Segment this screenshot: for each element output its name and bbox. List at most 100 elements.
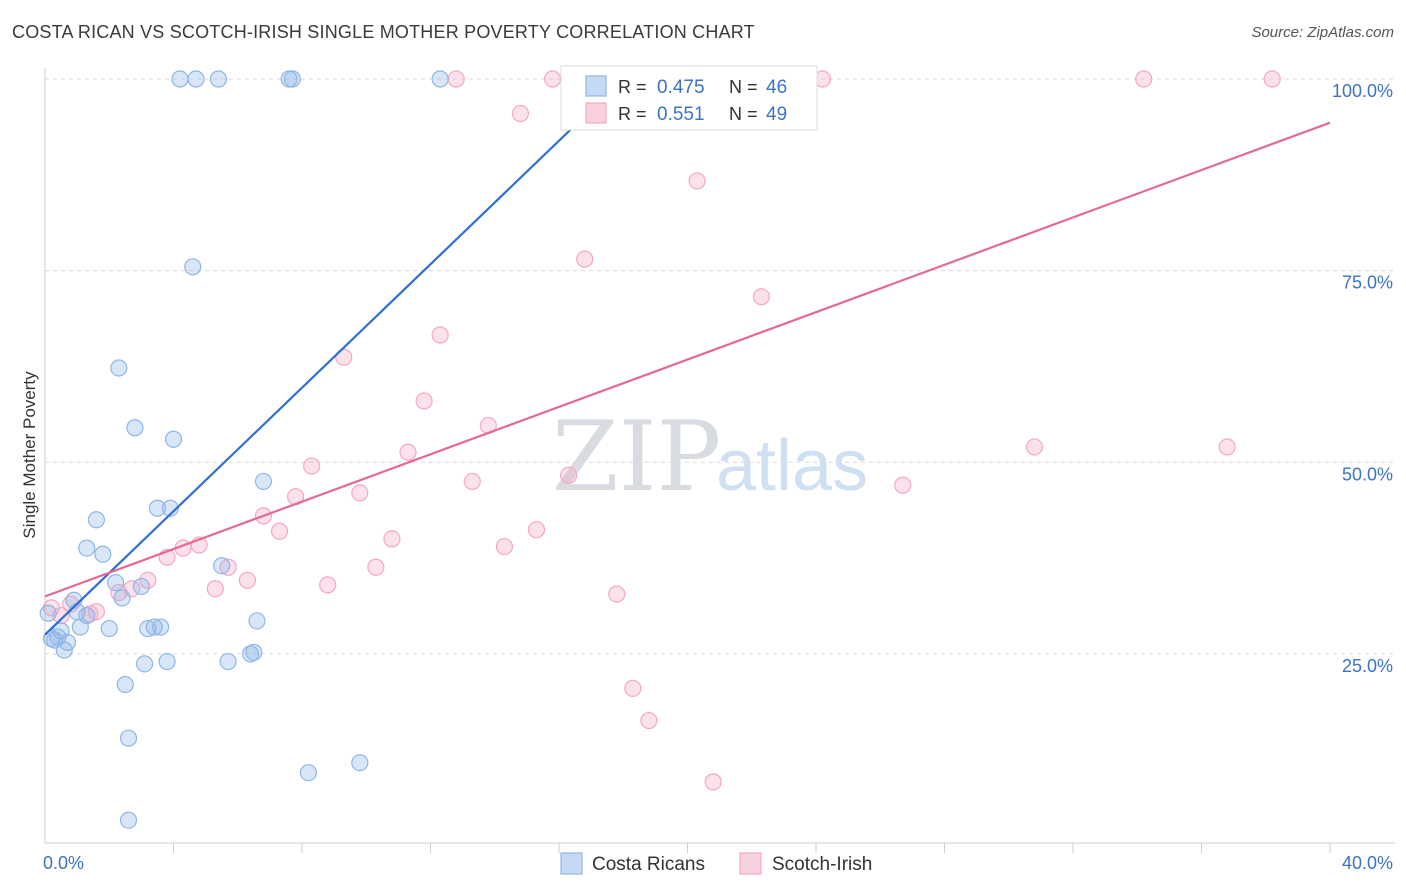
data-point-costa-rican (351, 754, 369, 772)
data-point-scotch-irish (219, 558, 237, 576)
data-point-scotch-irish (704, 773, 722, 791)
data-point-scotch-irish (399, 443, 417, 461)
data-point-costa-rican (78, 606, 96, 625)
trend-line-scotch-irish (44, 121, 1331, 598)
data-point-scotch-irish (576, 250, 594, 268)
data-point-costa-rican (161, 499, 179, 517)
data-point-costa-rican (171, 70, 189, 88)
data-point-scotch-irish (319, 576, 337, 594)
data-point-costa-rican (299, 764, 318, 782)
data-point-costa-rican (245, 643, 263, 661)
x-tick-label: 40.0% (1342, 853, 1393, 873)
data-point-costa-rican (119, 811, 138, 829)
data-point-costa-rican (152, 618, 170, 636)
data-point-costa-rican (145, 618, 163, 636)
data-point-scotch-irish (894, 476, 912, 494)
bottom-swatch-scotch-irish (739, 852, 762, 875)
data-point-scotch-irish (87, 603, 106, 621)
data-point-scotch-irish (688, 172, 706, 190)
data-point-scotch-irish (206, 580, 224, 598)
data-point-costa-rican (113, 589, 131, 607)
data-point-costa-rican (283, 70, 301, 88)
bottom-swatch-costa-rican (560, 852, 583, 875)
data-point-costa-rican (100, 619, 118, 638)
data-point-costa-rican (126, 419, 144, 437)
data-point-scotch-irish (560, 466, 578, 484)
data-point-costa-rican (94, 545, 112, 563)
source-label: Source: ZipAtlas.com (1251, 24, 1394, 41)
axes (44, 68, 1395, 853)
data-point-costa-rican (254, 472, 273, 491)
data-point-scotch-irish (1025, 438, 1044, 456)
y-tick-label: 75.0% (1342, 273, 1393, 293)
data-point-costa-rican (219, 652, 237, 671)
legend-r-value-2: 0.551 (657, 104, 705, 125)
data-point-costa-rican (116, 675, 134, 694)
legend-swatch-costa-rican (585, 75, 607, 97)
data-point-scotch-irish (752, 288, 770, 306)
data-point-scotch-irish (303, 457, 321, 475)
data-point-scotch-irish (543, 70, 562, 88)
data-point-scotch-irish (351, 484, 369, 502)
data-point-costa-rican (139, 619, 157, 638)
legend-n-label-2: N = (729, 104, 758, 124)
legend-n-value-1: 46 (766, 77, 787, 98)
data-point-scotch-irish (527, 521, 546, 539)
data-point-scotch-irish (335, 348, 353, 366)
data-point-scotch-irish (270, 522, 289, 540)
data-point-costa-rican (184, 258, 202, 276)
data-point-scotch-irish (608, 585, 626, 603)
x-tick-label: 0.0% (43, 853, 84, 873)
data-point-scotch-irish (1218, 438, 1236, 456)
data-point-scotch-irish (1135, 70, 1153, 88)
legend-n-value-2: 49 (766, 104, 787, 125)
data-point-costa-rican (107, 573, 125, 592)
data-point-costa-rican (132, 577, 150, 596)
chart-title: COSTA RICAN VS SCOTCH-IRISH SINGLE MOTHE… (12, 22, 755, 42)
data-point-costa-rican (158, 652, 176, 671)
watermark: ZIP atlas (552, 401, 868, 513)
data-point-scotch-irish (1263, 70, 1281, 88)
data-point-costa-rican (187, 70, 205, 88)
data-point-costa-rican (119, 729, 138, 747)
y-tick-label: 50.0% (1342, 464, 1393, 484)
data-point-costa-rican (164, 430, 183, 448)
data-point-costa-rican (248, 612, 266, 630)
y-axis-label: Single Mother Poverty (20, 371, 39, 539)
data-point-costa-rican (58, 633, 77, 651)
watermark-zip: ZIP (552, 401, 721, 513)
data-point-costa-rican (213, 557, 231, 575)
data-point-costa-rican (78, 539, 96, 557)
legend-r-value-1: 0.475 (657, 77, 705, 98)
y-tick-label: 25.0% (1342, 656, 1393, 676)
watermark-atlas: atlas (716, 426, 868, 506)
data-point-scotch-irish (367, 558, 385, 576)
data-point-scotch-irish (431, 326, 449, 344)
stats-legend: R = 0.475 N = 46 R = 0.551 N = 49 (560, 65, 818, 131)
data-point-scotch-irish (495, 537, 513, 556)
data-point-costa-rican (39, 604, 57, 622)
data-point-scotch-irish (110, 583, 128, 602)
legend-n-label-1: N = (729, 77, 758, 97)
data-point-costa-rican (87, 511, 106, 529)
y-tick-label: 100.0% (1332, 81, 1393, 101)
bottom-legend-scotch-irish: Scotch-Irish (772, 854, 872, 875)
data-point-scotch-irish (447, 70, 465, 88)
data-point-scotch-irish (383, 530, 401, 548)
data-point-costa-rican (110, 359, 128, 377)
gridlines (45, 78, 1395, 655)
data-point-scotch-irish (463, 472, 481, 491)
tick-labels: 25.0% 50.0% 75.0% 100.0% 0.0% 40.0% (43, 81, 1393, 873)
data-point-scotch-irish (640, 711, 658, 730)
trend-line-costa-rican (44, 78, 625, 636)
data-point-scotch-irish (624, 679, 642, 697)
bottom-legend-costa-rican: Costa Ricans (592, 854, 705, 875)
data-point-costa-rican (431, 70, 449, 88)
data-point-scotch-irish (415, 392, 433, 410)
data-point-scotch-irish (139, 571, 157, 589)
data-point-costa-rican (209, 70, 228, 88)
costa-rican-points (39, 70, 449, 829)
data-point-scotch-irish (238, 571, 256, 589)
data-point-costa-rican (135, 655, 154, 673)
legend-swatch-scotch-irish (585, 102, 607, 124)
